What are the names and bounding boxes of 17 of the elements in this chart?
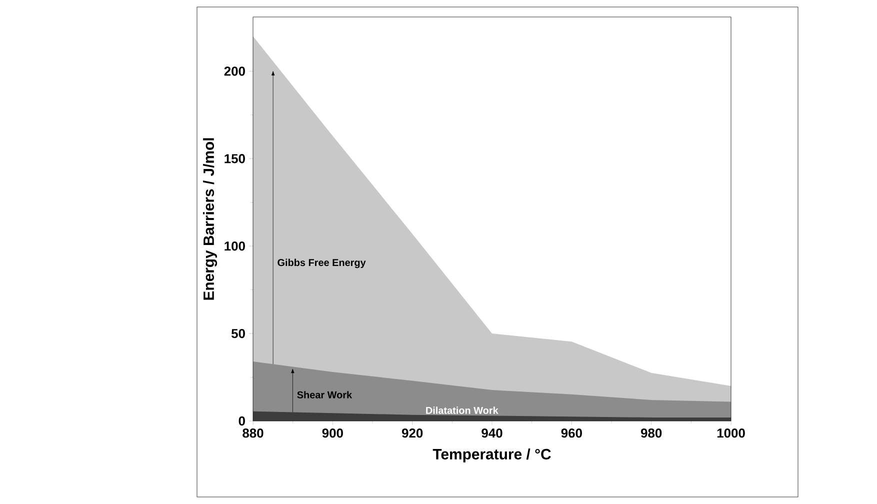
x-tick-label: 980 [640,428,662,438]
x-tick-label: 940 [482,428,502,438]
x-tick-label: 1000 [717,428,745,438]
annotation: Gibbs Free Energy [278,258,366,268]
y-tick-label: 100 [224,242,245,251]
x-tick-label: 960 [561,428,582,438]
x-axis-title: Temperature / °C [432,448,551,462]
y-tick-label: 50 [231,328,245,338]
annotation: Shear Work [297,391,352,398]
x-tick-label: 900 [322,428,343,438]
y-tick-label: 0 [238,416,245,426]
x-tick-label: 920 [402,428,423,438]
x-tick-label: 880 [242,428,264,438]
y-tick-label: 150 [224,154,245,164]
annotation: Dilatation Work [426,406,498,414]
y-axis-title: Energy Barriers / J/mol [203,138,218,300]
y-tick-label: 200 [224,66,245,76]
